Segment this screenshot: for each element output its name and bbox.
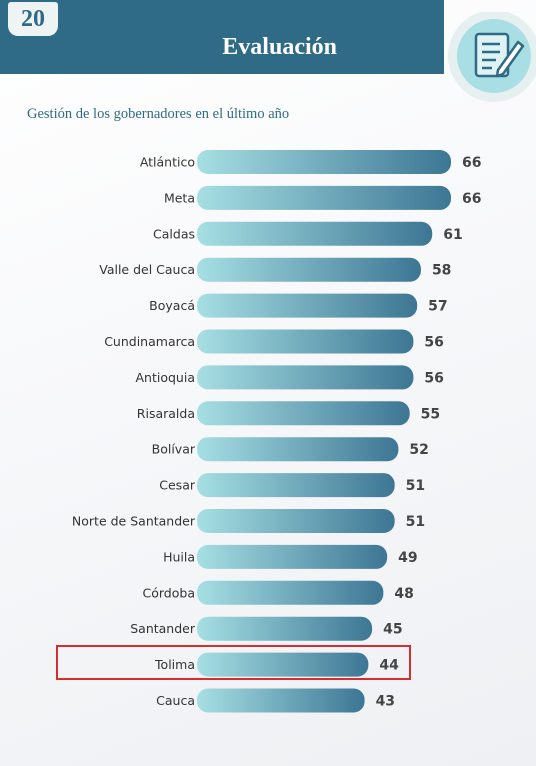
category-label: Cesar (159, 478, 196, 493)
value-label: 66 (462, 155, 481, 171)
bar (197, 437, 399, 462)
category-label: Meta (164, 190, 195, 205)
category-label: Cundinamarca (104, 334, 195, 349)
value-label: 52 (409, 442, 428, 458)
value-label: 49 (398, 550, 417, 566)
bar (197, 580, 384, 605)
category-label: Boyacá (149, 298, 195, 313)
bar (197, 221, 433, 246)
bar (197, 329, 414, 354)
value-label: 66 (462, 191, 481, 207)
value-label: 61 (443, 227, 462, 243)
category-label: Risaralda (137, 406, 195, 421)
bar (197, 257, 421, 282)
value-label: 43 (376, 694, 395, 710)
page-number: 20 (21, 5, 45, 32)
category-label: Tolima (154, 657, 195, 672)
category-label: Caldas (153, 226, 195, 241)
bar (197, 365, 414, 390)
bar (197, 293, 418, 318)
value-label: 51 (406, 478, 425, 494)
page-badge: 20 (8, 2, 58, 36)
category-label: Huila (163, 549, 195, 564)
value-label: 57 (428, 299, 447, 315)
tolima-highlight-box (56, 645, 411, 680)
bar (197, 150, 451, 174)
category-label: Cauca (156, 693, 195, 708)
document-pen-icon (448, 12, 536, 102)
bar (197, 544, 388, 569)
category-label: Norte de Santander (72, 514, 196, 529)
section-title: Evaluación (222, 34, 337, 60)
bar (197, 473, 395, 498)
value-label: 44 (379, 658, 399, 674)
bar (197, 688, 365, 713)
category-label: Córdoba (143, 585, 195, 600)
category-label: Bolívar (152, 442, 196, 457)
value-label: 45 (383, 622, 402, 638)
value-label: 56 (424, 335, 443, 351)
value-label: 58 (432, 263, 451, 279)
category-label: Antioquia (136, 370, 196, 385)
value-label: 51 (406, 514, 425, 530)
bar (197, 185, 451, 210)
bar (197, 652, 369, 677)
category-label: Santander (130, 621, 196, 636)
chart-title: Gestión de los gobernadores en el último… (27, 106, 290, 122)
value-label: 48 (394, 586, 413, 602)
header-bar: 20 Evaluación (0, 0, 444, 74)
category-label: Valle del Cauca (99, 262, 195, 277)
bar (197, 616, 373, 641)
category-label: Atlántico (140, 155, 195, 170)
value-label: 55 (421, 406, 440, 422)
bar (197, 509, 395, 533)
value-label: 56 (424, 370, 443, 386)
bar (197, 401, 410, 426)
